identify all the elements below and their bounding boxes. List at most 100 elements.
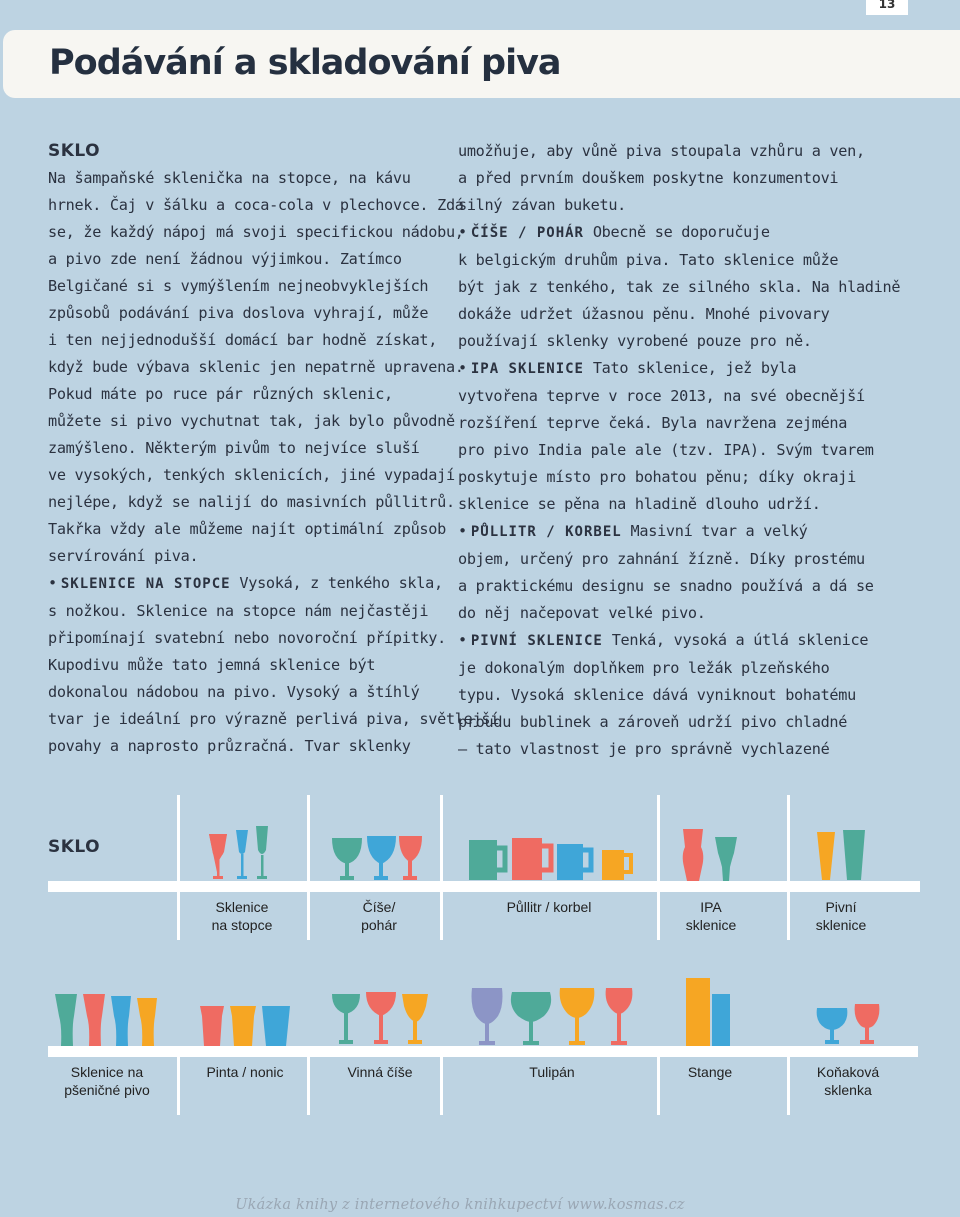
text-line: být jak z tenkého, tak ze silného skla. … [458, 278, 901, 296]
left-column: SKLO Na šampaňské sklenička na stopce, n… [48, 138, 500, 760]
caption-line: sklenice [685, 917, 737, 933]
divider [307, 795, 310, 940]
bullet-icon: • [458, 631, 467, 649]
bullet-term: PIVNÍ SKLENICE [470, 633, 603, 649]
text-line: zamýšleno. Některým pivům to nejvíce slu… [48, 439, 420, 457]
divider [787, 1055, 790, 1115]
caption-stemmed: Sklenice na stopce [190, 898, 294, 934]
text-line: a před prvním douškem poskytne konzument… [458, 169, 839, 187]
caption-line: sklenka [824, 1082, 872, 1098]
divider [787, 795, 790, 940]
bullet-text: Obecně se doporučuje [584, 223, 770, 241]
divider [657, 1055, 660, 1115]
caption-line: Sklenice [215, 899, 269, 915]
text-line: vytvořena teprve v roce 2013, na své obe… [458, 387, 865, 405]
bullet-text: Masivní tvar a velký [621, 522, 808, 540]
bullet-icon: • [458, 223, 467, 241]
caption-line: Tulipán [529, 1064, 575, 1080]
divider [440, 795, 443, 940]
bullet-term: ČÍŠE / POHÁR [470, 225, 584, 241]
text-line: i ten nejjednodušší domácí bar hodně zís… [48, 331, 438, 349]
text-line: dokonalou nádobou na pivo. Vysoký a štíh… [48, 683, 420, 701]
text-line: když bude výbava sklenic jen nepatrně up… [48, 358, 464, 376]
section-heading: SKLO [48, 141, 101, 161]
caption-wine: Vinná číše [322, 1063, 438, 1081]
text-line: tvar je ideální pro výrazně perlivá piva… [48, 710, 500, 728]
bullet-item: • PŮLLITR / KORBEL Masivní tvar a velký [458, 518, 878, 546]
divider [307, 1055, 310, 1115]
caption-line: Pinta / nonic [206, 1064, 284, 1080]
divider [440, 1055, 443, 1115]
bullet-icon: • [458, 522, 467, 540]
text-line: používají sklenky vyrobené pouze pro ně. [458, 332, 812, 350]
caption-line: na stopce [211, 917, 273, 933]
caption-snifter: Koňaková sklenka [803, 1063, 893, 1099]
bullet-item: • ČÍŠE / POHÁR Obecně se doporučuje [458, 219, 878, 247]
caption-ipa: IPA sklenice [672, 898, 750, 934]
shelf-bottom [48, 1046, 918, 1057]
text-line: můžete si pivo vychutnat tak, jak bylo p… [48, 412, 455, 430]
caption-pint: Pinta / nonic [185, 1063, 305, 1081]
caption-line: Sklenice na [70, 1064, 144, 1080]
bullet-term: IPA SKLENICE [470, 361, 584, 377]
text-line: silný závan buketu. [458, 196, 627, 214]
caption-line: Stange [687, 1064, 733, 1080]
bullet-text: Vysoká, z tenkého skla, [230, 574, 443, 592]
text-line: nejlépe, když se nalijí do masivních půl… [48, 493, 455, 511]
title-band: Podávání a skladování piva [3, 30, 960, 98]
text-line: servírování piva. [48, 547, 199, 565]
text-line: Na šampaňské sklenička na stopce, na káv… [48, 169, 411, 187]
caption-mug: Půllitr / korbel [470, 898, 628, 916]
divider [177, 1055, 180, 1115]
wheat-glasses-icon [55, 994, 157, 1046]
footer-watermark: Ukázka knihy z internetového knihkupectv… [235, 1197, 685, 1213]
caption-wheat: Sklenice na pšeničné pivo [50, 1063, 164, 1099]
text-line: proudu bublinek a zároveň udrží pivo chl… [458, 713, 848, 731]
text-line: pro pivo India pale ale (tzv. IPA). Svým… [458, 441, 874, 459]
text-line: s nožkou. Sklenice na stopce nám nejčast… [48, 602, 429, 620]
beer-mugs-icon [469, 838, 633, 880]
text-line: do něj načepovat velké pivo. [458, 604, 706, 622]
caption-line: Půllitr / korbel [506, 899, 592, 915]
bullet-icon: • [458, 359, 467, 377]
text-line: poskytuje místo pro bohatou pěnu; díky o… [458, 468, 856, 486]
shelf-top [48, 881, 920, 892]
text-line: ve vysokých, tenkých sklenicích, jiné vy… [48, 466, 455, 484]
tulip-glasses-icon [471, 988, 633, 1045]
pint-glasses-icon [200, 1006, 290, 1046]
text-line: sklenice se pěna na hladině dlouho udrží… [458, 495, 821, 513]
bullet-item: • SKLENICE NA STOPCE Vysoká, z tenkého sk… [48, 570, 443, 598]
caption-stange: Stange [668, 1063, 752, 1081]
stemmed-glasses-icon [209, 826, 268, 879]
caption-line: sklenice [815, 917, 867, 933]
right-column: umožňuje, aby vůně piva stoupala vzhůru … [458, 138, 901, 763]
bullet-icon: • [48, 574, 57, 592]
bullet-text: Tenká, vysoká a útlá sklenice [602, 631, 869, 649]
text-line: Kupodivu může tato jemná sklenice být [48, 656, 376, 674]
text-line: umožňuje, aby vůně piva stoupala vzhůru … [458, 142, 865, 160]
divider [177, 795, 180, 940]
caption-line: Vinná číše [347, 1064, 413, 1080]
caption-tulip: Tulipán [470, 1063, 634, 1081]
text-line: povahy a naprosto průzračná. Tvar sklenk… [48, 737, 411, 755]
caption-line: Pivní [825, 899, 857, 915]
text-line: se, že každý nápoj má svoji specifickou … [48, 223, 464, 241]
caption-line: Číše/ [362, 899, 396, 915]
text-line: – tato vlastnost je pro správně vychlaze… [458, 740, 830, 758]
divider [657, 795, 660, 940]
text-line: připomínají svatební nebo novoroční příp… [48, 629, 446, 647]
bullet-text: Tato sklenice, jež byla [584, 359, 797, 377]
text-line: a pivo zde není žádnou výjimkou. Zatímco [48, 250, 402, 268]
stange-glasses-icon [686, 978, 730, 1046]
caption-line: Koňaková [816, 1064, 880, 1080]
caption-line: IPA [700, 899, 722, 915]
caption-line: pohár [361, 917, 397, 933]
bullet-term: PŮLLITR / KORBEL [470, 524, 622, 540]
text-line: Takřka vždy ale můžeme najít optimální z… [48, 520, 446, 538]
bullet-item: • PIVNÍ SKLENICE Tenká, vysoká a útlá skl… [458, 627, 878, 655]
wine-glasses-icon [332, 992, 428, 1044]
text-line: typu. Vysoká sklenice dává vyniknout boh… [458, 686, 856, 704]
text-line: a praktickému designu se snadno používá … [458, 577, 874, 595]
text-line: Belgičané si s vymýšlením nejneobvyklejš… [48, 277, 429, 295]
bullet-item: • IPA SKLENICE Tato sklenice, jež byla [458, 355, 878, 383]
